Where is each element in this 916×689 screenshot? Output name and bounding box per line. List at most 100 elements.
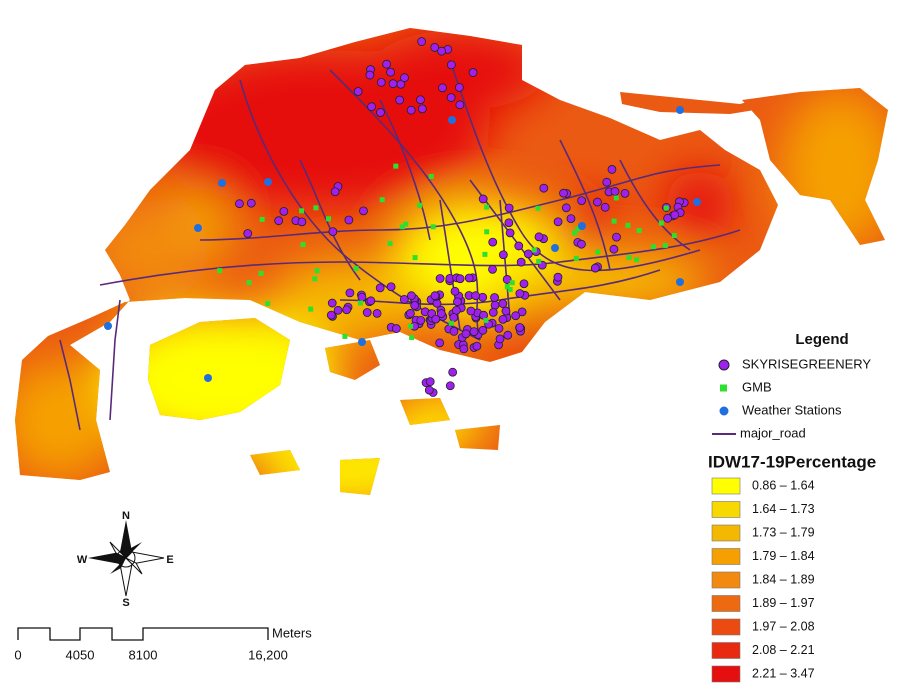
- greenery-point: [449, 327, 459, 336]
- class-swatch: [711, 501, 741, 518]
- class-label: 1.97 – 2.08: [752, 619, 815, 633]
- greenery-point: [417, 104, 427, 114]
- gmb-point: [634, 257, 640, 263]
- greenery-point: [424, 385, 434, 395]
- greenery-point: [602, 177, 612, 187]
- legend-symbol: [719, 406, 729, 416]
- gmb-point: [484, 204, 490, 210]
- gmb-point: [536, 258, 542, 264]
- greenery-point: [455, 274, 465, 284]
- gmb-point: [300, 242, 306, 248]
- greenery-point: [446, 60, 456, 70]
- greenery-point: [468, 68, 478, 77]
- greenery-point: [478, 292, 488, 302]
- scale-label: 16,200: [248, 647, 288, 662]
- greenery-point: [663, 213, 673, 223]
- compass-w: W: [77, 554, 88, 566]
- greenery-point: [490, 300, 500, 310]
- gmb-point: [246, 280, 252, 286]
- greenery-point: [438, 83, 447, 93]
- greenery-point: [498, 250, 508, 260]
- compass-n: N: [122, 510, 130, 522]
- greenery-point: [455, 100, 465, 110]
- greenery-point: [519, 279, 529, 289]
- gmb-point: [636, 228, 642, 234]
- greenery-point: [344, 215, 354, 225]
- greenery-point: [523, 249, 533, 259]
- greenery-point: [455, 83, 464, 92]
- legend-label: GMB: [742, 379, 772, 394]
- greenery-point: [515, 323, 525, 332]
- greenery-point: [472, 341, 482, 351]
- greenery-point: [386, 282, 396, 292]
- greenery-point: [609, 244, 619, 254]
- weather-station: [218, 179, 226, 187]
- greenery-point: [406, 309, 415, 318]
- greenery-point: [490, 293, 499, 302]
- class-swatch: [711, 477, 741, 495]
- greenery-point: [357, 292, 367, 302]
- gmb-point: [313, 205, 319, 211]
- gmb-point: [650, 244, 656, 250]
- gmb-point: [299, 208, 305, 214]
- class-label: 2.08 – 2.21: [752, 643, 815, 657]
- gmb-point: [308, 306, 314, 312]
- greenery-point: [274, 216, 284, 226]
- greenery-point: [388, 79, 398, 89]
- greenery-point: [425, 377, 435, 387]
- greenery-point: [488, 264, 497, 274]
- class-label: 1.73 – 1.79: [752, 525, 815, 539]
- greenery-point: [620, 188, 630, 198]
- greenery-point: [297, 217, 307, 227]
- legend-symbol: [718, 359, 730, 371]
- greenery-point: [431, 314, 441, 324]
- greenery-point: [235, 199, 244, 209]
- raster-title: IDW17-19Percentage: [708, 452, 876, 471]
- gmb-point: [399, 224, 405, 230]
- gmb-point: [428, 173, 434, 179]
- greenery-point: [610, 187, 620, 196]
- greenery-point: [590, 263, 600, 273]
- greenery-point: [328, 227, 338, 237]
- greenery-point: [362, 308, 372, 317]
- gmb-point: [417, 202, 423, 208]
- greenery-point: [376, 108, 385, 117]
- greenery-point: [430, 43, 440, 52]
- greenery-point: [498, 299, 508, 309]
- weather-station: [204, 374, 212, 382]
- legend-title: Legend: [795, 331, 848, 348]
- greenery-point: [375, 283, 385, 293]
- greenery-point: [559, 188, 568, 198]
- gmb-point: [342, 333, 348, 339]
- gmb-point: [258, 270, 264, 276]
- gmb-point: [409, 335, 415, 341]
- point-features: [104, 37, 701, 397]
- class-swatch: [711, 571, 741, 589]
- greenery-point: [478, 325, 488, 335]
- greenery-point: [553, 217, 563, 227]
- greenery-point: [400, 73, 409, 83]
- weather-station: [194, 224, 202, 232]
- greenery-point: [342, 305, 352, 315]
- greenery-point: [469, 327, 479, 336]
- class-label: 2.21 – 3.47: [752, 666, 815, 680]
- greenery-point: [448, 367, 458, 377]
- gmb-point: [507, 287, 513, 293]
- gmb-point: [357, 300, 363, 306]
- class-swatch: [711, 524, 741, 542]
- gmb-point: [509, 280, 515, 286]
- greenery-point: [450, 286, 460, 296]
- greenery-point: [410, 301, 420, 310]
- greenery-point: [515, 289, 525, 298]
- greenery-point: [437, 46, 447, 56]
- gmb-point: [658, 220, 664, 226]
- compass-s: S: [122, 597, 129, 609]
- greenery-point: [471, 291, 480, 301]
- greenery-point: [399, 295, 409, 304]
- gmb-point: [626, 255, 632, 261]
- weather-station: [676, 106, 684, 114]
- class-swatch: [711, 548, 741, 565]
- greenery-point: [416, 95, 425, 105]
- greenery-point: [498, 314, 508, 324]
